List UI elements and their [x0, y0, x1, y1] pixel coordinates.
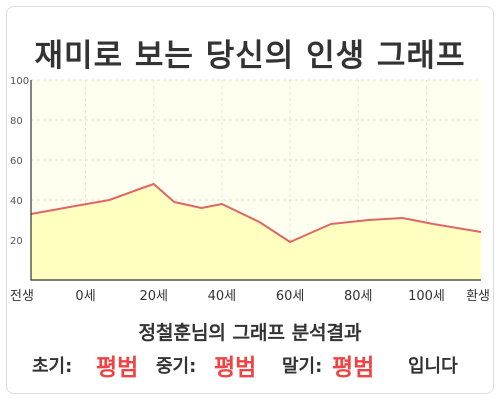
page-title: 재미로 보는 당신의 인생 그래프 [34, 38, 466, 74]
x-tick-label: 전생 [10, 289, 34, 304]
series-line [30, 183, 482, 243]
x-tick-label: 환생 [466, 289, 490, 304]
y-tick-label: 100 [10, 76, 29, 87]
y-tick-label: 60 [10, 156, 23, 167]
result-ending: 입니다 [408, 356, 458, 377]
middle-label: 중기: [156, 356, 197, 377]
middle-value: 평범 [214, 355, 257, 381]
result-line: 초기: 평범 중기: 평범 말기: 평범 입니다 [0, 346, 500, 381]
result-subtitle: 정철훈님의 그래프 분석결과 [138, 322, 362, 344]
early-value: 평범 [96, 355, 139, 381]
late-value: 평범 [332, 355, 375, 381]
x-tick-label: 20세 [139, 289, 168, 304]
y-tick-label: 40 [10, 196, 23, 207]
y-tick-label: 80 [10, 116, 23, 127]
x-tick-label: 60세 [276, 289, 305, 304]
x-axis-ticks: 전생 0세 20세 40세 60세 80세 100세 환생 [10, 289, 490, 304]
x-tick-label: 0세 [75, 289, 95, 304]
x-tick-label: 40세 [208, 289, 237, 304]
late-label: 말기: [282, 356, 323, 377]
y-tick-label: 20 [10, 236, 23, 247]
area-fill [31, 184, 481, 280]
early-label: 초기: [32, 356, 73, 377]
axis-frame [30, 80, 481, 281]
y-axis-ticks: 20 40 60 80 100 [10, 76, 29, 247]
x-tick-label: 80세 [344, 289, 373, 304]
x-tick-label: 100세 [408, 289, 445, 304]
